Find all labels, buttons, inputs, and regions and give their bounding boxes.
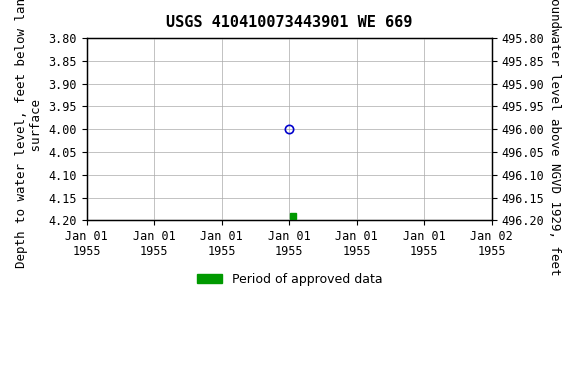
Title: USGS 410410073443901 WE 669: USGS 410410073443901 WE 669 — [166, 15, 412, 30]
Y-axis label: Depth to water level, feet below land
 surface: Depth to water level, feet below land su… — [15, 0, 43, 268]
Y-axis label: Groundwater level above NGVD 1929, feet: Groundwater level above NGVD 1929, feet — [548, 0, 561, 275]
Legend: Period of approved data: Period of approved data — [191, 268, 387, 291]
